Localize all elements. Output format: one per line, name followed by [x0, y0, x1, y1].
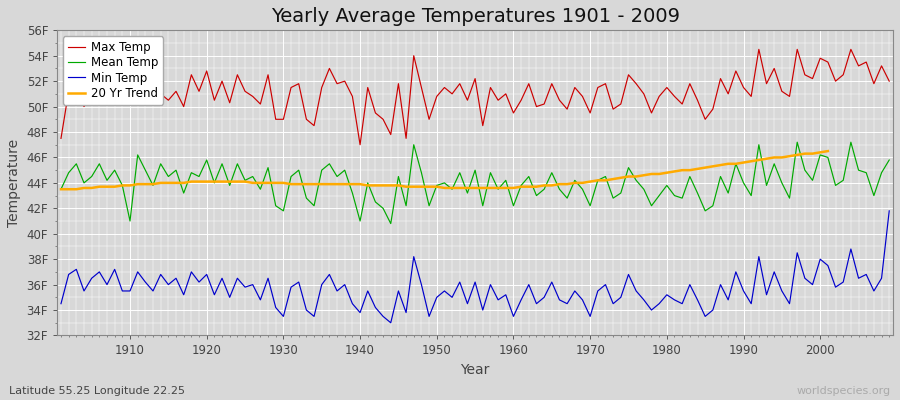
Max Temp	[355, 142, 365, 147]
Max Temp	[56, 136, 67, 141]
20 Yr Trend	[248, 180, 258, 185]
Max Temp	[608, 107, 618, 112]
Max Temp	[508, 110, 518, 115]
20 Yr Trend	[592, 178, 603, 183]
Max Temp	[884, 79, 895, 84]
Max Temp	[285, 85, 296, 90]
Line: 20 Yr Trend: 20 Yr Trend	[61, 151, 828, 189]
Mean Temp	[56, 187, 67, 192]
20 Yr Trend	[409, 184, 419, 189]
Max Temp	[516, 98, 526, 103]
Title: Yearly Average Temperatures 1901 - 2009: Yearly Average Temperatures 1901 - 2009	[271, 7, 680, 26]
Min Temp	[884, 208, 895, 213]
Line: Mean Temp: Mean Temp	[61, 142, 889, 224]
Min Temp	[285, 285, 296, 290]
20 Yr Trend	[823, 149, 833, 154]
Text: worldspecies.org: worldspecies.org	[796, 386, 891, 396]
Mean Temp	[117, 183, 128, 188]
Max Temp	[332, 81, 343, 86]
Text: Latitude 55.25 Longitude 22.25: Latitude 55.25 Longitude 22.25	[9, 386, 185, 396]
Mean Temp	[884, 158, 895, 162]
20 Yr Trend	[56, 187, 67, 192]
Max Temp	[753, 47, 764, 52]
Mean Temp	[792, 140, 803, 144]
20 Yr Trend	[631, 174, 642, 179]
20 Yr Trend	[516, 184, 526, 189]
Min Temp	[56, 301, 67, 306]
Legend: Max Temp, Mean Temp, Min Temp, 20 Yr Trend: Max Temp, Mean Temp, Min Temp, 20 Yr Tre…	[63, 36, 164, 105]
Mean Temp	[516, 183, 526, 188]
Min Temp	[508, 314, 518, 319]
Mean Temp	[508, 203, 518, 208]
Min Temp	[385, 320, 396, 325]
Mean Temp	[608, 196, 618, 200]
Mean Temp	[385, 221, 396, 226]
Mean Temp	[332, 174, 343, 179]
Mean Temp	[285, 174, 296, 179]
Y-axis label: Temperature: Temperature	[7, 139, 21, 227]
Min Temp	[332, 288, 343, 293]
Min Temp	[117, 288, 128, 293]
Line: Max Temp: Max Temp	[61, 49, 889, 145]
Min Temp	[608, 301, 618, 306]
Line: Min Temp: Min Temp	[61, 211, 889, 323]
X-axis label: Year: Year	[461, 363, 490, 377]
Max Temp	[117, 98, 128, 103]
20 Yr Trend	[109, 184, 120, 189]
Min Temp	[516, 298, 526, 302]
